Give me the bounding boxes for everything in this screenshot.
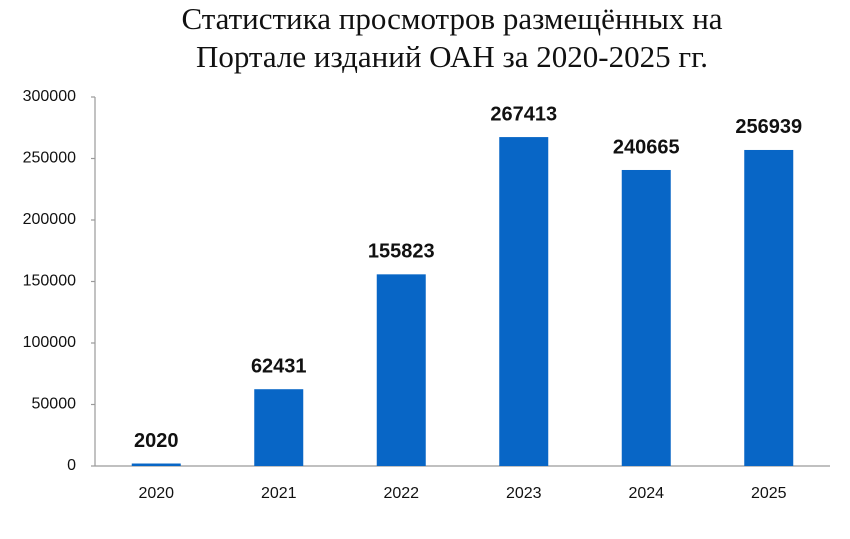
x-tick-label: 2024 — [628, 485, 664, 502]
bar — [621, 169, 671, 466]
y-tick-label: 50000 — [32, 396, 77, 413]
y-tick-label: 200000 — [23, 211, 76, 228]
bar — [254, 389, 304, 466]
chart-title: Портале изданий ОАН за 2020-2025 гг. — [196, 39, 708, 74]
x-tick-label: 2021 — [261, 485, 297, 502]
x-tick-label: 2020 — [138, 485, 174, 502]
y-tick-label: 0 — [67, 457, 76, 474]
bar — [376, 274, 426, 466]
value-label: 2020 — [134, 430, 179, 452]
x-tick-label: 2023 — [506, 485, 542, 502]
value-label: 267413 — [490, 103, 557, 125]
x-tick-label: 2025 — [751, 485, 787, 502]
y-tick-label: 100000 — [23, 334, 76, 351]
y-tick-label: 250000 — [23, 150, 76, 167]
bar — [744, 149, 794, 466]
bar — [131, 463, 181, 466]
y-tick-label: 150000 — [23, 273, 76, 290]
value-label: 155823 — [368, 241, 435, 263]
x-tick-label: 2022 — [383, 485, 419, 502]
value-label: 240665 — [613, 136, 680, 158]
chart-title: Статистика просмотров размещённых на — [181, 1, 722, 36]
y-tick-label: 300000 — [23, 88, 76, 105]
value-label: 256939 — [735, 116, 802, 138]
bar — [499, 137, 549, 466]
value-label: 62431 — [251, 355, 307, 377]
